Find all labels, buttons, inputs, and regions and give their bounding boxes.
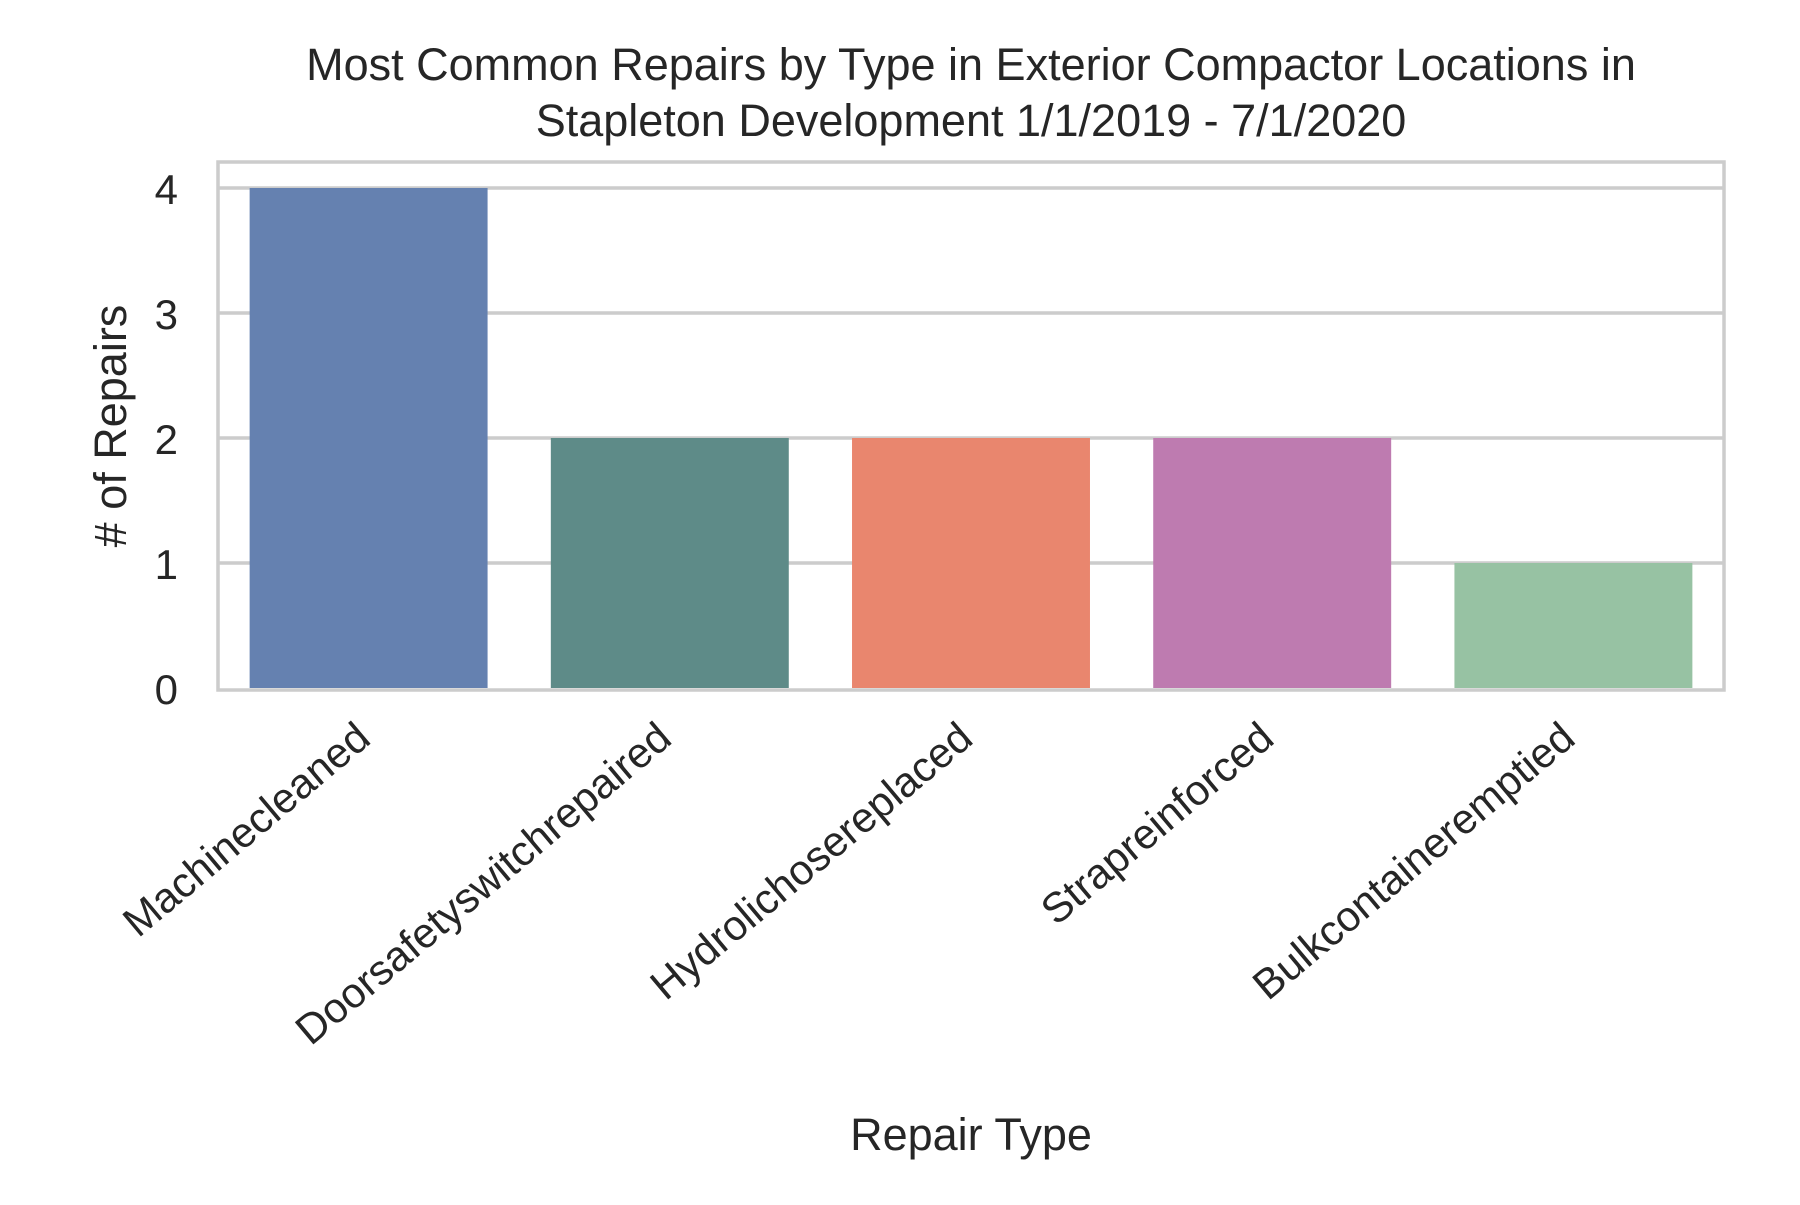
bars: [249, 188, 1693, 688]
y-tick-label: 0: [155, 666, 178, 713]
x-axis-label: Repair Type: [850, 1109, 1092, 1160]
y-tick-label: 3: [155, 291, 178, 338]
y-tick-labels: 0 1 2 3 4: [155, 166, 178, 713]
bar: [550, 438, 789, 688]
bar: [1153, 438, 1392, 688]
y-tick-label: 1: [155, 541, 178, 588]
bar: [852, 438, 1090, 688]
bar: [249, 188, 488, 688]
y-tick-label: 2: [155, 416, 178, 463]
plot-frame: [216, 160, 1726, 692]
y-tick-label: 4: [155, 166, 178, 213]
x-tick-label: Hydrolichosereplaced: [641, 713, 981, 1009]
y-axis-label: # of Repairs: [85, 305, 136, 548]
x-tick-label: Strapreinforced: [1032, 713, 1282, 934]
x-tick-label: Bulkcontaineremptied: [1244, 713, 1584, 1009]
bar: [1454, 563, 1693, 688]
x-tick-labels: MachinecleanedDoorsafetyswitchrepairedHy…: [114, 713, 1583, 1054]
chart-title-line-2: Stapleton Development 1/1/2019 - 7/1/202…: [536, 95, 1407, 146]
chart-title-line-1: Most Common Repairs by Type in Exterior …: [306, 39, 1636, 90]
x-tick-label: Machinecleaned: [114, 713, 379, 946]
